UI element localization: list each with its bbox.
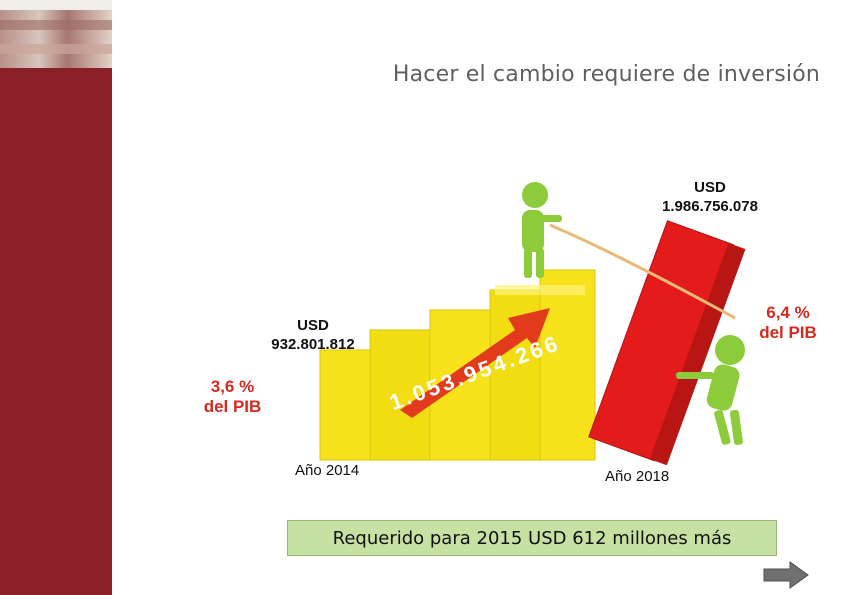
right-usd-value: USD 1.986.756.078 (650, 178, 770, 216)
right-usd-amount: 1.986.756.078 (662, 198, 758, 215)
figure-pulling (522, 182, 562, 278)
right-pib: 6,4 % del PIB (748, 303, 828, 343)
left-usd-currency: USD (297, 317, 329, 334)
left-pib-label: del PIB (203, 397, 262, 416)
yellow-bars (319, 269, 596, 461)
left-pib: 3,6 % del PIB (195, 377, 270, 417)
growth-arrow (400, 308, 550, 418)
left-pib-pct: 3,6 % (210, 377, 255, 396)
arrow-right-icon[interactable] (762, 560, 810, 590)
right-usd-currency: USD (694, 179, 726, 196)
year-2018-label: Año 2018 (605, 468, 670, 485)
red-bar (588, 220, 746, 466)
left-usd-amount: 932.801.812 (271, 336, 355, 353)
requirement-banner: Requerido para 2015 USD 612 millones más (287, 520, 777, 556)
left-usd-value: USD 932.801.812 (258, 316, 368, 354)
year-2014-label: Año 2014 (295, 462, 360, 479)
sidebar (0, 0, 112, 595)
figure-pushing (676, 335, 745, 446)
page-title: Hacer el cambio requiere de inversión (392, 62, 820, 87)
right-pib-pct: 6,4 % (766, 303, 810, 322)
investment-illustration (319, 182, 746, 466)
sidebar-photo-collage (0, 0, 112, 68)
right-pib-label: del PIB (759, 323, 817, 342)
